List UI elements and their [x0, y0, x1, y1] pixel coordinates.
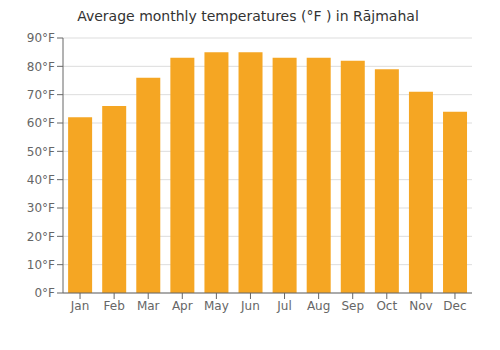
svg-text:20°F: 20°F — [27, 230, 55, 244]
svg-text:Jan: Jan — [70, 299, 90, 313]
svg-text:Nov: Nov — [409, 299, 432, 313]
svg-text:Jun: Jun — [240, 299, 260, 313]
svg-text:70°F: 70°F — [27, 88, 55, 102]
svg-text:30°F: 30°F — [27, 201, 55, 215]
svg-text:50°F: 50°F — [27, 145, 55, 159]
html-text:Average monthly temperatures (: Average monthly temperatures (°F ) in Rā… — [77, 8, 419, 24]
svg-text:Apr: Apr — [172, 299, 193, 313]
svg-text:Jul: Jul — [276, 299, 291, 313]
svg-text:Mar: Mar — [137, 299, 160, 313]
svg-text:Aug: Aug — [307, 299, 330, 313]
svg-text:Dec: Dec — [443, 299, 466, 313]
svg-text:10°F: 10°F — [27, 258, 55, 272]
svg-text:40°F: 40°F — [27, 173, 55, 187]
svg-text:Sep: Sep — [341, 299, 364, 313]
svg-text:Oct: Oct — [376, 299, 397, 313]
svg-text:May: May — [204, 299, 229, 313]
svg-text:60°F: 60°F — [27, 116, 55, 130]
svg-text:90°F: 90°F — [27, 31, 55, 45]
svg-text:0°F: 0°F — [34, 286, 55, 300]
svg-text:80°F: 80°F — [27, 60, 55, 74]
svg-text:Feb: Feb — [104, 299, 125, 313]
